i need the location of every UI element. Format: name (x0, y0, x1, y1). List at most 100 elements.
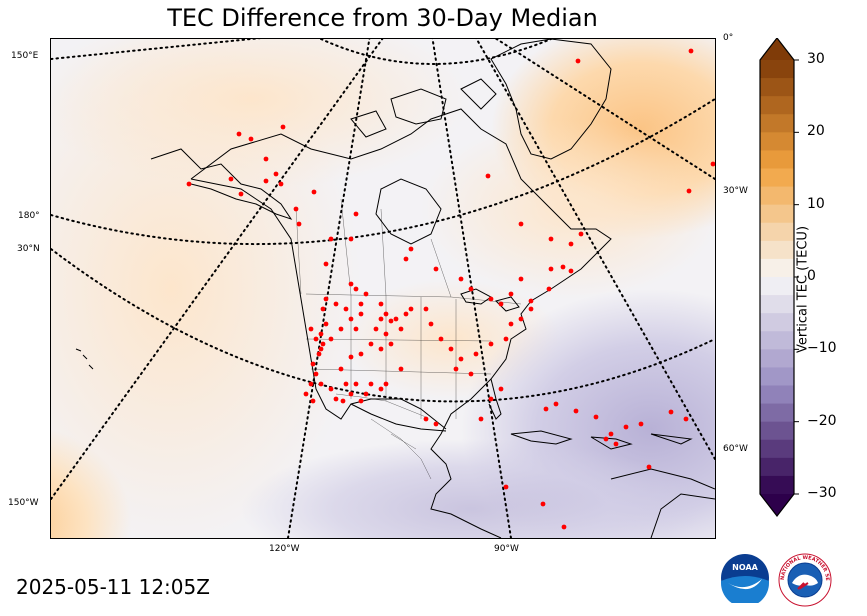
station-marker (310, 398, 316, 404)
colorbar-band (760, 277, 794, 296)
colorbar-band (760, 60, 794, 79)
station-marker (518, 316, 524, 322)
colorbar-band (760, 421, 794, 441)
colorbar-band (760, 313, 794, 332)
tec-field-southwest-orange (51, 299, 301, 538)
colorbar-tick-label: −10 (807, 340, 837, 357)
tec-field-northwest-orange (51, 39, 471, 189)
station-marker (328, 386, 334, 392)
station-marker (453, 366, 459, 372)
tec-map (51, 39, 715, 538)
colorbar-band (760, 439, 794, 459)
map-title: TEC Difference from 30-Day Median (167, 4, 598, 32)
station-marker (338, 366, 344, 372)
station-marker (548, 266, 554, 272)
station-marker (263, 156, 269, 162)
station-marker (353, 286, 359, 292)
station-marker (383, 311, 389, 317)
station-marker (248, 136, 254, 142)
colorbar-tick-label: 0 (807, 268, 816, 284)
map-panel[interactable] (50, 38, 716, 539)
station-marker (273, 171, 279, 177)
longitude-60w (475, 39, 715, 460)
longitude-150e (51, 39, 262, 60)
station-marker (568, 268, 574, 274)
graticule (51, 39, 715, 538)
station-marker (613, 441, 619, 447)
station-marker (310, 361, 316, 367)
station-marker (358, 398, 364, 404)
colorbar-tick-label: −30 (807, 485, 837, 501)
colorbar-band (760, 349, 794, 368)
station-marker (318, 346, 324, 352)
station-marker (373, 326, 379, 332)
station-marker (303, 391, 309, 397)
station-marker (408, 306, 414, 312)
colorbar-band (760, 132, 794, 151)
station-marker (403, 311, 409, 317)
station-marker (518, 221, 524, 227)
station-marker (186, 181, 192, 187)
colorbar-tick-label: 10 (807, 195, 825, 212)
station-marker (575, 58, 581, 64)
station-marker (328, 336, 334, 342)
province-lines (295, 198, 452, 298)
tec-field-south-purple (241, 439, 701, 538)
colorbar-band (760, 403, 794, 423)
station-marker (488, 341, 494, 347)
grid-label-150e: 150°E (11, 51, 39, 61)
station-marker (540, 501, 546, 507)
station-marker (573, 408, 579, 414)
station-marker (468, 371, 474, 377)
station-marker (383, 381, 389, 387)
station-marker (320, 306, 326, 312)
station-marker (363, 291, 369, 297)
station-marker (546, 286, 552, 292)
station-marker (408, 246, 414, 252)
arctic-islands (350, 78, 497, 138)
timestamp: 2025-05-11 12:05Z (16, 575, 210, 599)
colorbar-band (760, 186, 794, 206)
station-marker (503, 484, 509, 490)
station-marker (348, 236, 354, 242)
mexico-states (370, 418, 432, 480)
station-marker (388, 318, 394, 324)
colorbar-label: Vertical TEC (TECU) (795, 225, 811, 354)
colorbar-bands (760, 38, 794, 516)
station-marker (338, 326, 344, 332)
station-marker (561, 524, 567, 530)
station-marker (438, 336, 444, 342)
canada-us-border (305, 293, 522, 305)
station-marker (333, 301, 339, 307)
grid-label-90w: 90°W (494, 544, 519, 554)
station-marker (543, 406, 549, 412)
station-marker (353, 211, 359, 217)
station-marker (296, 221, 302, 227)
station-marker (263, 178, 269, 184)
station-marker (343, 381, 349, 387)
colorbar-band (760, 258, 794, 278)
south-america-coast (610, 468, 715, 538)
station-marker (340, 398, 346, 404)
colorbar (755, 37, 865, 538)
station-marker (393, 316, 399, 322)
station-marker (403, 256, 409, 262)
station-marker (528, 306, 534, 312)
station-marker (383, 331, 389, 337)
longitude-90w (431, 39, 512, 538)
colorbar-band (760, 475, 794, 495)
station-marker (498, 386, 504, 392)
colorbar-tick-label: −20 (807, 412, 837, 429)
nws-logo: NATIONAL WEATHER SERVICE (778, 553, 832, 607)
colorbar-extend-max (760, 38, 794, 60)
station-marker (348, 281, 354, 287)
station-marker (608, 431, 614, 437)
colorbar-band (760, 150, 794, 169)
colorbar-tick-marks (794, 59, 799, 495)
station-marker (688, 48, 694, 54)
hawaii (75, 348, 94, 370)
station-marker (710, 161, 715, 167)
grid-label-0: 0° (723, 33, 734, 43)
colorbar-band (760, 295, 794, 314)
station-marker (518, 276, 524, 282)
